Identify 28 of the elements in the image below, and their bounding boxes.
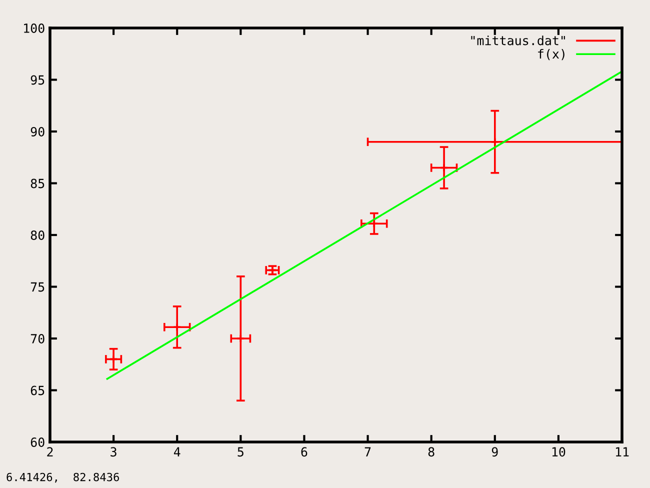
x-tick-label: 11 [616, 447, 629, 456]
point [440, 163, 448, 172]
point [370, 219, 379, 228]
x-tick-label: 6 [301, 447, 308, 457]
y-tick-label: 95 [30, 75, 44, 85]
y-tick-label: 85 [30, 178, 44, 188]
x-tick-label: 8 [428, 447, 434, 457]
legend-label: f(x) [538, 48, 564, 60]
x-tick-label: 4 [174, 447, 180, 456]
point [236, 334, 246, 343]
x-tick-label: 7 [364, 447, 371, 456]
point [109, 354, 118, 364]
y-tick-label: 100 [24, 24, 44, 33]
x-tick-label: 5 [238, 447, 244, 457]
y-tick-label: 60 [30, 438, 44, 447]
y-tick-label: 70 [30, 334, 44, 344]
point [490, 137, 500, 146]
x-tick-label: 2 [47, 447, 53, 456]
y-tick-label: 75 [30, 282, 44, 292]
y-tick-label: 65 [30, 386, 44, 396]
x-tick-label: 3 [110, 447, 116, 457]
y-tick-label: 80 [30, 230, 44, 240]
x-tick-label: 10 [552, 447, 566, 457]
y-tick-label: 90 [30, 127, 44, 136]
text: 6.41426, 82.8436 [6, 472, 119, 483]
x-tick-label: 9 [492, 447, 498, 457]
legend-label: "mittaus.dat" [471, 36, 565, 46]
point [172, 322, 182, 332]
